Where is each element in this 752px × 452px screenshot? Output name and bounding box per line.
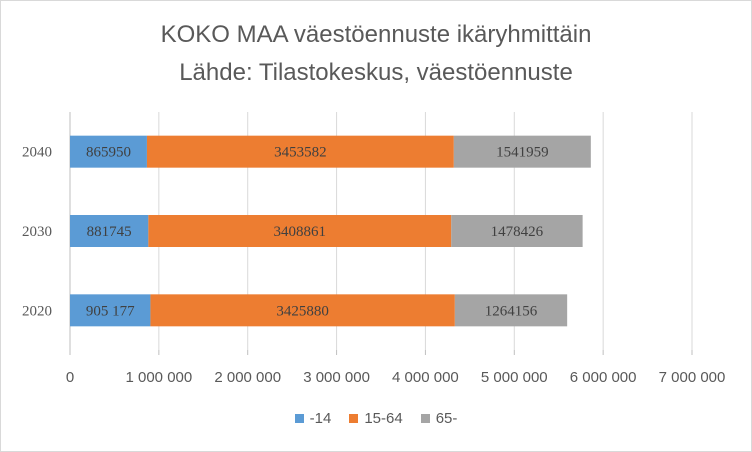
legend-item-2: 65- xyxy=(420,410,458,427)
bar xyxy=(451,215,583,247)
chart-legend: -14 15-64 65- xyxy=(0,410,752,427)
legend-swatch-1 xyxy=(349,414,359,423)
legend-item-1: 15-64 xyxy=(349,410,403,427)
x-tick-label: 2 000 000 xyxy=(214,369,281,386)
bar xyxy=(150,294,455,327)
legend-label-0: -14 xyxy=(309,410,332,427)
data-label: 905 177 xyxy=(86,303,135,319)
legend-label-1: 15-64 xyxy=(364,410,403,427)
x-tick-label: 3 000 000 xyxy=(303,369,370,386)
x-tick-label: 6 000 000 xyxy=(570,369,637,386)
bar xyxy=(146,135,454,168)
bar xyxy=(454,294,568,327)
data-label: 1478426 xyxy=(491,224,544,240)
y-tick-label: 2030 xyxy=(22,224,52,240)
legend-item-0: -14 xyxy=(294,410,332,427)
bar xyxy=(453,135,591,168)
data-label: 881745 xyxy=(87,224,132,240)
bar xyxy=(70,294,151,327)
data-label: 3408861 xyxy=(274,224,327,240)
y-tick-label: 2040 xyxy=(22,145,52,161)
chart-subtitle: Lähde: Tilastokeskus, väestöennuste xyxy=(179,59,573,86)
bar xyxy=(70,215,149,247)
data-label: 1264156 xyxy=(485,303,538,319)
data-label: 3425880 xyxy=(276,303,329,319)
data-label: 1541959 xyxy=(496,145,549,161)
data-label: 865950 xyxy=(86,145,131,161)
x-tick-label: 0 xyxy=(66,369,74,386)
legend-label-2: 65- xyxy=(435,410,458,427)
x-tick-label: 7 000 000 xyxy=(659,369,726,386)
bar xyxy=(70,135,147,168)
bar xyxy=(148,215,452,247)
x-tick-label: 4 000 000 xyxy=(392,369,459,386)
y-tick-label: 2020 xyxy=(22,303,52,319)
legend-swatch-0 xyxy=(294,414,304,423)
chart-title: KOKO MAA väestöennuste ikäryhmittäin xyxy=(160,21,592,48)
x-tick-label: 5 000 000 xyxy=(481,369,548,386)
legend-swatch-2 xyxy=(420,414,430,423)
x-tick-label: 1 000 000 xyxy=(125,369,192,386)
data-label: 3453582 xyxy=(274,145,327,161)
